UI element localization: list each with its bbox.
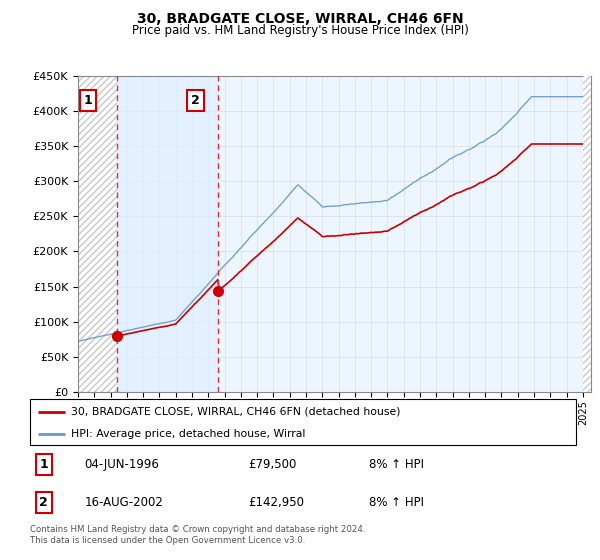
Polygon shape: [78, 76, 118, 392]
Text: HPI: Average price, detached house, Wirral: HPI: Average price, detached house, Wirr…: [71, 429, 305, 438]
Bar: [218, 76, 583, 392]
Text: 1: 1: [84, 94, 92, 107]
Text: 1: 1: [39, 458, 48, 471]
Text: 30, BRADGATE CLOSE, WIRRAL, CH46 6FN: 30, BRADGATE CLOSE, WIRRAL, CH46 6FN: [137, 12, 463, 26]
Bar: [118, 76, 218, 392]
Text: 04-JUN-1996: 04-JUN-1996: [85, 458, 160, 471]
Text: 2: 2: [39, 496, 48, 509]
FancyBboxPatch shape: [30, 399, 576, 445]
Text: Contains HM Land Registry data © Crown copyright and database right 2024.
This d: Contains HM Land Registry data © Crown c…: [30, 525, 365, 545]
Text: £79,500: £79,500: [248, 458, 297, 471]
Text: 16-AUG-2002: 16-AUG-2002: [85, 496, 163, 509]
Text: Price paid vs. HM Land Registry's House Price Index (HPI): Price paid vs. HM Land Registry's House …: [131, 24, 469, 37]
Text: £142,950: £142,950: [248, 496, 304, 509]
Text: 30, BRADGATE CLOSE, WIRRAL, CH46 6FN (detached house): 30, BRADGATE CLOSE, WIRRAL, CH46 6FN (de…: [71, 407, 400, 417]
Text: 8% ↑ HPI: 8% ↑ HPI: [368, 496, 424, 509]
Text: 8% ↑ HPI: 8% ↑ HPI: [368, 458, 424, 471]
Text: 2: 2: [191, 94, 200, 107]
Polygon shape: [583, 76, 591, 392]
